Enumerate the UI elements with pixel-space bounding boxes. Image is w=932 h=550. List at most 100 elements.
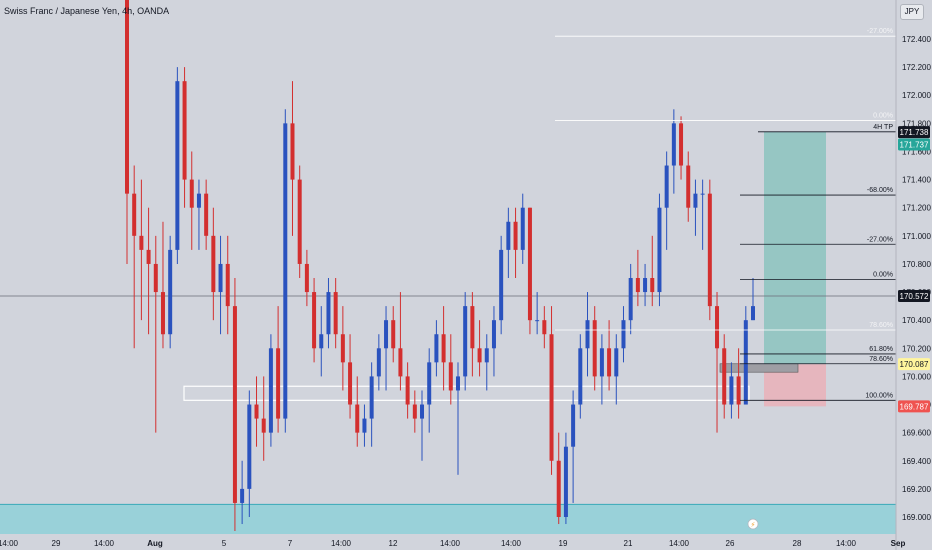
candle-body — [599, 348, 604, 377]
candle-body — [607, 348, 612, 377]
candle-body — [268, 348, 273, 433]
candle-body — [592, 320, 597, 377]
level-label: -27.00% — [867, 28, 893, 35]
y-tick-label: 172.000 — [902, 91, 931, 100]
price-badge-text: 171.738 — [900, 128, 929, 137]
candle-body — [621, 320, 626, 349]
candle-body — [362, 418, 367, 433]
time-axis[interactable]: 14:00 29 14:00 Aug 5 7 14:00 12 14:00 14:00 19 21 14… — [0, 539, 905, 548]
x-tick-label: Sep — [891, 539, 906, 548]
candle-body — [671, 123, 676, 166]
x-tick-label: Aug — [147, 539, 163, 548]
candle-body — [398, 348, 403, 377]
price-axis[interactable]: 172.400 172.200 172.000 171.800 171.600 171.4… — [902, 35, 931, 522]
candle-body — [434, 334, 439, 363]
candle-body — [297, 179, 302, 264]
price-badge — [898, 289, 930, 302]
candle-body — [736, 376, 741, 405]
x-tick-label: 14:00 — [0, 539, 19, 548]
candle-body — [139, 235, 144, 250]
candle-body — [491, 320, 496, 349]
candle-body — [499, 249, 504, 321]
candle-body — [722, 348, 727, 405]
candle-body — [549, 334, 554, 461]
candle-body — [729, 376, 734, 405]
zones-layer — [0, 132, 896, 534]
price-badge-text: 171.737 — [900, 140, 929, 149]
candle-body — [261, 418, 266, 433]
candle-body — [204, 193, 209, 236]
candle-body — [369, 376, 374, 419]
candle-body — [168, 249, 173, 335]
position-target-zone — [764, 132, 826, 365]
level-label: -68.00% — [867, 187, 893, 194]
supply-box — [183, 385, 750, 401]
y-tick-label: 171.000 — [902, 232, 931, 241]
price-badge-text: 170.087 — [900, 360, 929, 369]
candle-body — [542, 320, 547, 335]
candle-body — [715, 306, 720, 349]
level-label: 78.60% — [869, 356, 893, 363]
y-tick-label: 169.000 — [902, 513, 931, 522]
x-tick-label: 14:00 — [501, 539, 522, 548]
candle-body — [535, 320, 540, 322]
y-tick-label: 170.000 — [902, 372, 931, 381]
candle-body — [520, 207, 525, 250]
candle-body — [650, 278, 655, 293]
candle-body — [218, 263, 223, 293]
y-tick-label: 171.400 — [902, 176, 931, 185]
candle-body — [132, 193, 137, 236]
price-badge — [898, 138, 930, 151]
candle-body — [420, 404, 425, 419]
x-tick-label: 14:00 — [836, 539, 857, 548]
candle-body — [376, 348, 381, 377]
price-labels-layer: 171.738 171.737 170.572 170.087 169.787 ⚡ — [747, 126, 930, 530]
candle-body — [571, 404, 576, 447]
candle-body — [355, 404, 360, 433]
candle-body — [240, 488, 245, 503]
candle-body — [556, 460, 561, 517]
y-tick-label: 171.800 — [902, 119, 931, 128]
candle-body — [743, 320, 748, 405]
level-label: 61.80% — [869, 346, 893, 353]
candle-body — [513, 221, 518, 250]
candle-body — [643, 278, 648, 293]
candle-body — [340, 334, 345, 363]
candles-layer — [125, 0, 755, 532]
x-tick-label: 7 — [288, 539, 293, 548]
y-tick-label: 170.800 — [902, 260, 931, 269]
chart-plot-area[interactable] — [0, 0, 896, 534]
price-badge — [898, 358, 930, 371]
candle-body — [585, 320, 590, 349]
lightning-icon — [747, 518, 759, 530]
candle-body — [635, 278, 640, 293]
candle-body — [312, 292, 317, 349]
candle-body — [196, 193, 201, 208]
candle-body — [448, 362, 453, 391]
price-badge-text: 170.572 — [900, 292, 929, 301]
candle-body — [384, 320, 389, 349]
candle-body — [232, 306, 237, 503]
y-tick-label: 171.600 — [902, 147, 931, 156]
candle-body — [751, 306, 755, 321]
y-tick-label: 170.200 — [902, 344, 931, 353]
chart-title: Swiss Franc / Japanese Yen, 4h, OANDA — [4, 6, 170, 16]
price-badge — [898, 400, 930, 413]
currency-badge[interactable]: JPY — [900, 4, 924, 20]
candle-body — [686, 165, 691, 208]
price-badge-text: 169.787 — [900, 402, 929, 411]
candle-body — [664, 165, 669, 208]
candle-body — [657, 207, 662, 293]
y-tick-label: 169.600 — [902, 429, 931, 438]
candle-body — [175, 81, 180, 250]
candle-body — [455, 376, 460, 391]
candle-body — [391, 320, 396, 349]
candle-body — [412, 404, 417, 419]
candle-body — [153, 263, 158, 293]
candle-body — [700, 193, 705, 195]
x-tick-label: 12 — [389, 539, 398, 548]
x-tick-label: 28 — [793, 539, 802, 548]
y-tick-label: 172.400 — [902, 35, 931, 44]
candle-body — [578, 348, 583, 405]
